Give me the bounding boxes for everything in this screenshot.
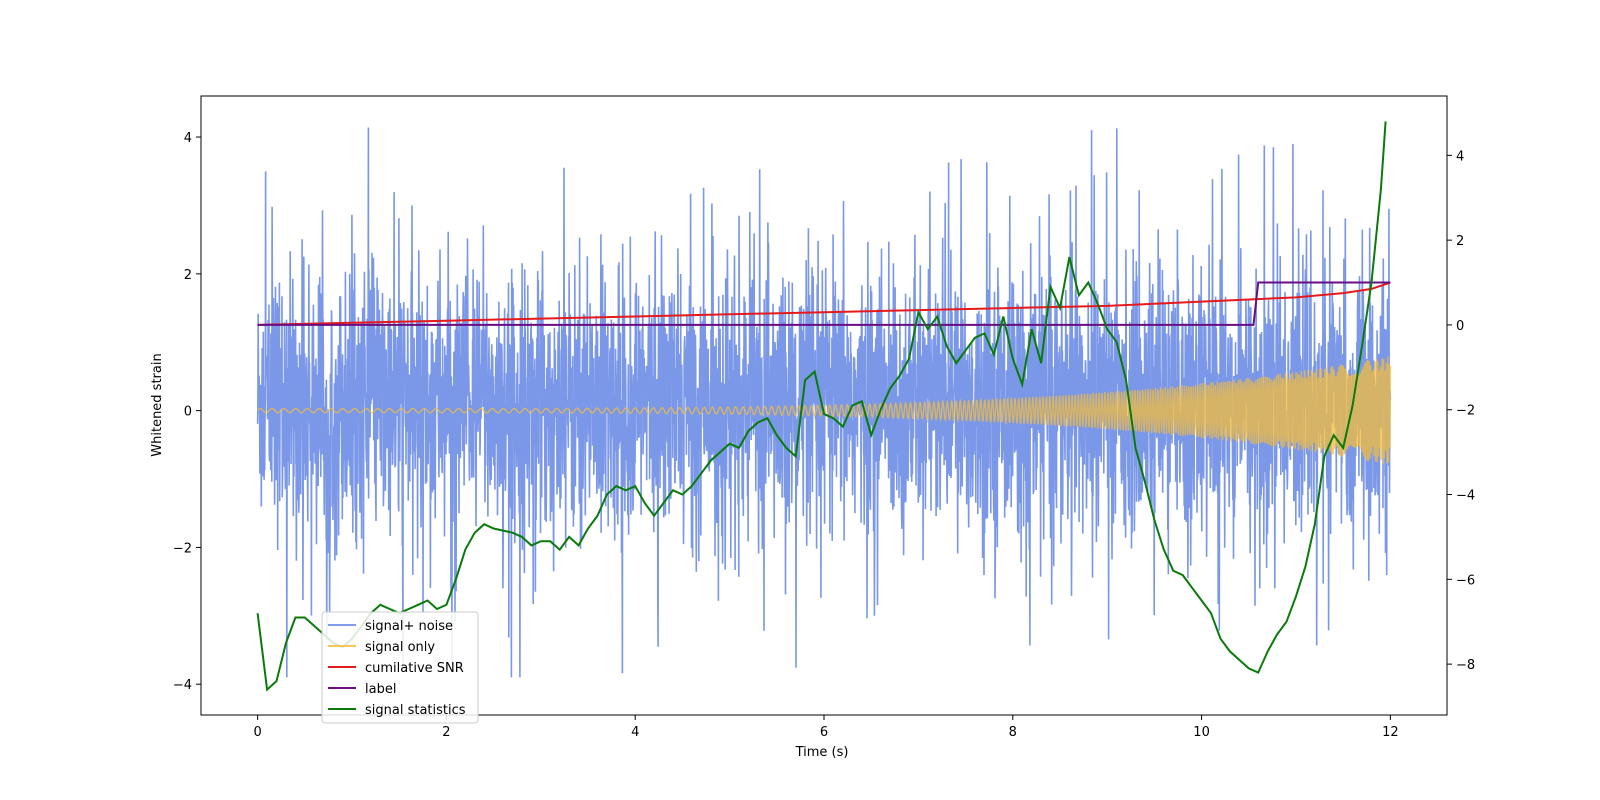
- y2-tick-label-6: 4: [1456, 149, 1464, 164]
- x-tick-label-4: 8: [1009, 725, 1017, 740]
- y2-tick-label-4: 0: [1456, 319, 1464, 334]
- series-signal-only: [257, 356, 1392, 464]
- x-tick-label-3: 6: [820, 725, 828, 740]
- x-axis-label: Time (s): [795, 745, 849, 760]
- y-tick-label-3: 2: [184, 268, 192, 283]
- y-tick-label-4: 4: [184, 131, 192, 146]
- ticks-layer: 0 2 4 6 8 10 12 −4 −2 0 2 4 −8 −6 −4 −2 0 2 4: [173, 131, 1475, 740]
- y-axis-label: Whitened strain: [150, 353, 165, 456]
- legend-label-1: signal only: [365, 640, 435, 655]
- y-tick-label-1: −2: [173, 541, 192, 556]
- y2-tick-label-0: −8: [1456, 658, 1475, 673]
- legend-label-4: signal statistics: [365, 703, 466, 718]
- legend-label-3: label: [365, 682, 396, 697]
- legend-label-2: cumilative SNR: [365, 661, 464, 676]
- series-label: [257, 281, 1391, 326]
- legend-box: [321, 611, 479, 724]
- y-tick-label-0: −4: [173, 678, 192, 693]
- x-tick-label-6: 12: [1382, 725, 1399, 740]
- series-cumulative-snr: [257, 281, 1391, 326]
- y2-tick-label-3: −2: [1456, 404, 1475, 419]
- y-tick-label-2: 0: [184, 405, 192, 420]
- series-signal-statistics: [256, 121, 1387, 692]
- x-tick-label-5: 10: [1193, 725, 1210, 740]
- y2-tick-label-5: 2: [1456, 234, 1464, 249]
- series-layer: [256, 121, 1392, 692]
- x-tick-label-1: 2: [442, 725, 450, 740]
- x-tick-label-2: 4: [631, 725, 639, 740]
- y2-tick-label-2: −4: [1456, 489, 1475, 504]
- y2-tick-label-1: −6: [1456, 573, 1475, 588]
- series-signal-noise: [256, 127, 1392, 678]
- legend-label-0: signal+ noise: [365, 619, 453, 634]
- legend: signal+ noise signal only cumilative SNR la…: [321, 611, 479, 724]
- x-tick-label-0: 0: [253, 725, 261, 740]
